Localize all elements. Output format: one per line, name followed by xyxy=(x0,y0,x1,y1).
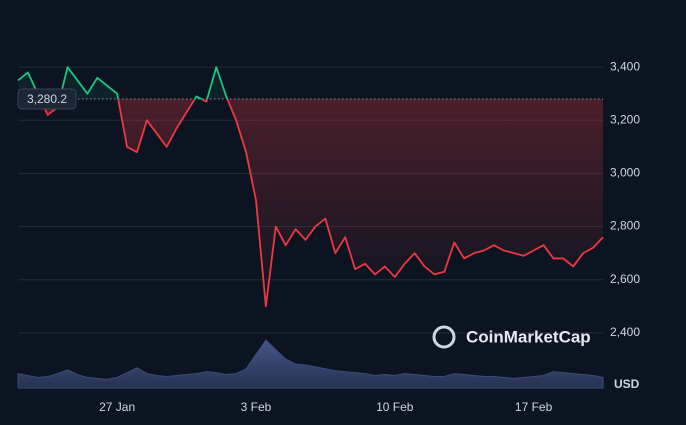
watermark-text: CoinMarketCap xyxy=(466,327,591,346)
y-tick-label: 3,400 xyxy=(610,59,640,73)
x-tick-label: 27 Jan xyxy=(99,400,135,414)
volume-area xyxy=(17,339,604,389)
x-tick-label: 17 Feb xyxy=(515,400,553,414)
reference-label: 3,280.2 xyxy=(27,92,67,106)
y-tick-label: 3,000 xyxy=(610,166,640,180)
logo xyxy=(432,325,456,349)
price-line xyxy=(17,66,604,308)
y-tick-label: 2,800 xyxy=(610,219,640,233)
y-tick-label: 3,200 xyxy=(610,112,640,126)
y-tick-label: 2,600 xyxy=(610,272,640,286)
y-tick-label: 2,400 xyxy=(610,325,640,339)
reference-label-box xyxy=(17,88,77,110)
watermark: CoinMarketCap xyxy=(432,325,591,349)
unit-label: USD xyxy=(614,377,640,391)
x-tick-label: 3 Feb xyxy=(241,400,272,414)
x-tick-label: 10 Feb xyxy=(376,400,414,414)
